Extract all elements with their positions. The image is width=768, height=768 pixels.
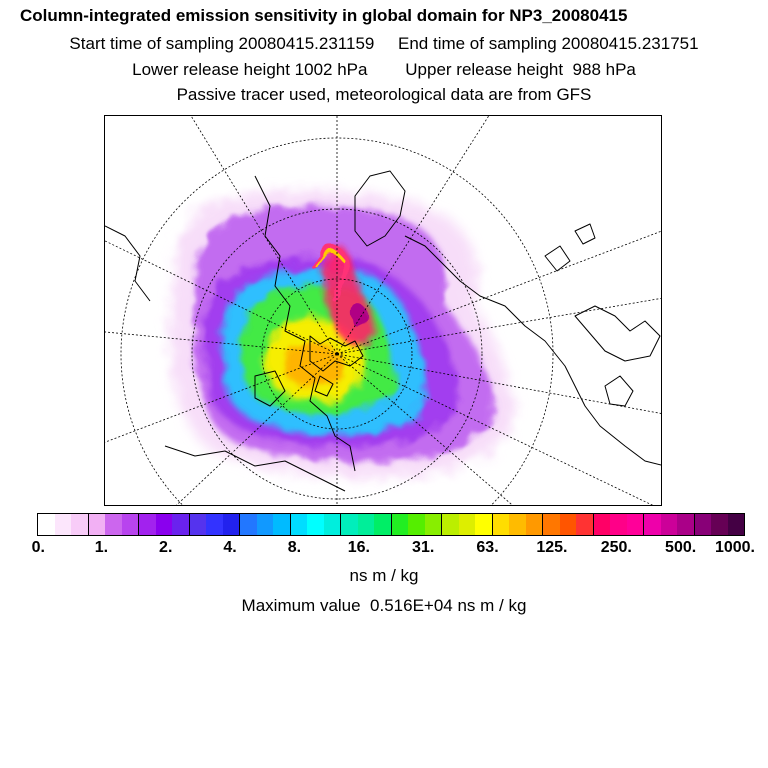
colorbar-tick-label: 8. — [287, 539, 302, 556]
lower-release-label: Lower release height 1002 hPa — [132, 60, 368, 79]
coastline-eurasia — [404, 235, 661, 466]
colorbar-swatch — [660, 514, 677, 535]
colorbar-units: ns m / kg — [349, 566, 419, 585]
polar-map — [105, 116, 661, 505]
latitude-circle-middle — [191, 208, 483, 500]
colorbar-tick-label: 4. — [223, 539, 237, 556]
coastline-hudson — [254, 370, 286, 407]
colorbar-swatch — [643, 514, 661, 535]
coastline-south — [164, 445, 346, 492]
colorbar-swatch — [188, 514, 206, 535]
meridian — [336, 297, 661, 355]
meridian — [190, 116, 338, 355]
start-time-label: Start time of sampling 20080415.231159 — [69, 34, 375, 53]
meridian — [336, 353, 653, 505]
colorbar-swatch — [491, 514, 509, 535]
colorbar-swatch — [54, 514, 71, 535]
map-title: Column-integrated emission sensitivity i… — [20, 6, 628, 25]
colorbar-swatch — [441, 514, 459, 535]
colorbar-swatch — [390, 514, 408, 535]
max-value-label: Maximum value 0.516E+04 ns m / kg — [241, 596, 527, 615]
colorbar-swatch — [273, 514, 290, 535]
field-orange — [283, 342, 345, 388]
coastline-east-islands — [544, 223, 596, 272]
tracer-info: Passive tracer used, meteorological data… — [176, 85, 592, 104]
map-panel — [104, 115, 662, 506]
colorbar-swatch — [408, 514, 425, 535]
colorbar-swatch — [424, 514, 441, 535]
meridian — [105, 331, 338, 355]
colorbar — [37, 513, 745, 536]
colorbar-swatch — [374, 514, 391, 535]
meridian — [336, 230, 661, 355]
colorbar-swatch — [256, 514, 273, 535]
colorbar-swatch — [289, 514, 307, 535]
meridian — [336, 353, 513, 505]
coastline-greenland — [354, 170, 406, 247]
coastline-north-america — [254, 175, 356, 472]
colorbar-swatch — [509, 514, 526, 535]
meridian — [105, 240, 338, 355]
coastline-east-asia — [574, 305, 661, 362]
meridian — [176, 353, 338, 505]
colorbar-swatch — [138, 514, 156, 535]
colorbar-swatch — [357, 514, 374, 535]
colorbar-swatch — [155, 514, 172, 535]
colorbar-tick-label: 2. — [159, 539, 173, 556]
colorbar-swatch — [105, 514, 122, 535]
end-time-label: End time of sampling 20080415.231751 — [398, 34, 699, 53]
colorbar-swatch — [475, 514, 492, 535]
colorbar-swatch — [239, 514, 257, 535]
colorbar-tick-labels: 0. 1. 2. 4. 8. 16. 31. 63. 125. 250. 500. 1000. — [0, 539, 768, 559]
latitude-circle-inner — [261, 278, 413, 430]
colorbar-tick-label: 1. — [94, 539, 109, 556]
colorbar-swatch — [610, 514, 627, 535]
sensitivity-field — [169, 190, 516, 479]
colorbar-tick-label: 0. — [31, 539, 46, 556]
graticule — [105, 116, 661, 505]
coastlines — [105, 170, 661, 492]
sampling-times: Start time of sampling 20080415.231159 E… — [0, 34, 768, 54]
colorbar-swatch — [340, 514, 358, 535]
colorbar-swatch — [626, 514, 643, 535]
field-plume-core — [315, 251, 343, 268]
field-plume — [311, 246, 349, 300]
colorbar-swatch — [677, 514, 694, 535]
colorbar-swatch — [525, 514, 542, 535]
colorbar-swatch — [542, 514, 560, 535]
field-dark-core — [351, 303, 368, 329]
colorbar-tick-label: 31. — [412, 539, 435, 556]
colorbar-tick-label: 250. — [600, 539, 632, 556]
colorbar-swatch — [711, 514, 728, 535]
meridian — [336, 116, 490, 355]
coastline-archipelago — [309, 335, 364, 397]
upper-release-label: Upper release height 988 hPa — [405, 60, 636, 79]
colorbar-tick-label: 16. — [347, 539, 370, 556]
colorbar-swatch — [323, 514, 340, 535]
colorbar-swatch — [576, 514, 593, 535]
colorbar-swatch — [172, 514, 189, 535]
colorbar-swatch — [87, 514, 105, 535]
colorbar-tick-label: 500. — [665, 539, 697, 556]
colorbar-tick-label: 1000. — [714, 539, 756, 556]
colorbar-swatch — [559, 514, 576, 535]
meridian — [105, 353, 338, 443]
colorbar-swatch — [458, 514, 475, 535]
release-heights: Lower release height 1002 hPa Upper rele… — [0, 60, 768, 80]
colorbar-tick-label: 125. — [536, 539, 568, 556]
colorbar-swatch — [206, 514, 223, 535]
coastline-japan — [604, 375, 634, 407]
colorbar-swatch — [71, 514, 88, 535]
meridian — [336, 353, 661, 414]
colorbar-swatch — [727, 514, 744, 535]
colorbar-swatch — [222, 514, 239, 535]
colorbar-swatch — [693, 514, 711, 535]
colorbar-swatch — [121, 514, 138, 535]
colorbar-tick-label: 63. — [476, 539, 499, 556]
coastline-west — [105, 225, 151, 302]
colorbar-swatch — [307, 514, 324, 535]
colorbar-swatch — [592, 514, 610, 535]
colorbar-swatch — [38, 514, 55, 535]
